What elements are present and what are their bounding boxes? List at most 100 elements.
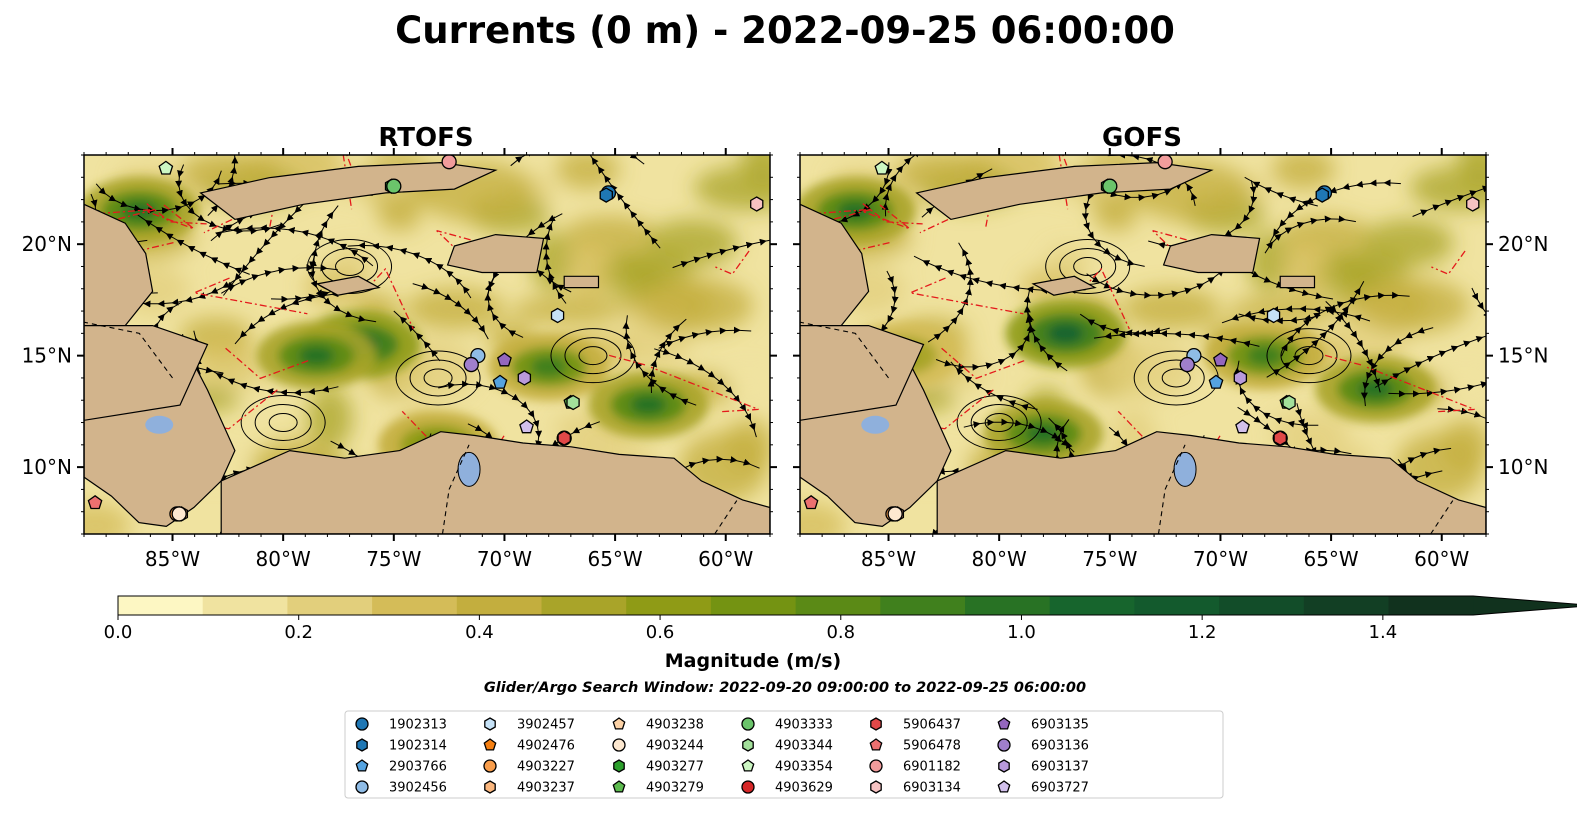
streamline	[1360, 326, 1434, 407]
x-tick-label: 85°W	[145, 547, 200, 571]
eddy-streamline	[335, 256, 365, 276]
colorbar-segment	[710, 596, 797, 615]
eez-line	[608, 354, 646, 366]
legend-marker-6903134	[870, 780, 882, 794]
map-border	[799, 154, 1487, 535]
speed-patch	[1101, 339, 1193, 400]
float-6901182	[1157, 155, 1173, 170]
border-line	[84, 321, 173, 379]
country-borders	[84, 321, 738, 534]
colorbar-segment	[1049, 596, 1135, 615]
streamline	[137, 214, 250, 275]
legend-label: 1902314	[389, 739, 447, 754]
lake-nicaragua	[861, 415, 890, 434]
float-4903354	[874, 160, 890, 175]
eez-line	[1366, 366, 1475, 413]
eez-line	[650, 366, 759, 413]
speed-patch	[565, 238, 613, 301]
legend-frame	[344, 710, 1224, 799]
eddy-streamline	[423, 368, 453, 388]
colorbar-segment	[541, 596, 627, 615]
panel-title-right: GOFS	[1102, 123, 1182, 153]
float-5906478	[803, 494, 819, 510]
speed-patch	[800, 502, 847, 534]
border-line	[1157, 444, 1186, 534]
eez-line	[940, 347, 1025, 380]
legend-label: 2903766	[389, 760, 447, 775]
float-6903136	[1179, 356, 1195, 373]
float-2903766	[1208, 374, 1224, 389]
float-6903134	[750, 196, 764, 212]
eddy-streamline	[1073, 256, 1103, 276]
land-polygon	[84, 325, 209, 421]
legend-label: 5906437	[903, 718, 961, 733]
colorbar-extend-arrow	[1473, 596, 1577, 615]
speed-patch	[511, 295, 626, 325]
map-frame: 85°W 80°W 75°W 70°W 65°W 60°W 10°N 15°N 20°N	[22, 148, 777, 571]
colorbar: 0.0 0.2 0.4 0.6 0.8 1.0 1.2 1.4	[104, 595, 1577, 643]
eddy-streamline	[395, 350, 481, 406]
colorbar-segment	[1388, 596, 1474, 615]
eez-line	[800, 208, 873, 229]
legend-label: 4903237	[517, 781, 575, 796]
float-3902457	[1266, 307, 1281, 324]
y-tick-label: 10°N	[22, 455, 72, 479]
jet-core	[1047, 323, 1084, 344]
streamline	[1437, 405, 1486, 436]
legend-marker-6901182	[869, 759, 883, 773]
float-4903344	[566, 394, 580, 411]
legend-label: 5906478	[903, 739, 961, 754]
land-polygon	[446, 233, 545, 274]
legend-label: 4903354	[775, 760, 833, 775]
colorbar-segment	[287, 596, 373, 615]
jet-core	[1246, 345, 1283, 366]
streamline	[1412, 181, 1486, 217]
x-tick-label: 80°W	[972, 547, 1027, 571]
eez-line	[84, 208, 157, 229]
colorbar-tick-label: 1.0	[1007, 622, 1036, 643]
streamline	[393, 310, 441, 362]
streamline	[658, 326, 752, 349]
float-6903137	[517, 370, 532, 386]
legend-marker-4903237	[484, 780, 496, 794]
eez-line	[919, 198, 992, 234]
x-tick-label: 80°W	[256, 547, 311, 571]
streamline	[207, 367, 339, 397]
land-polygon	[936, 431, 1486, 534]
streamline	[1244, 176, 1318, 207]
land-masses	[800, 161, 1486, 534]
eddy-streamline	[240, 395, 326, 451]
jet-core	[530, 356, 567, 377]
border-line	[1430, 500, 1454, 534]
colorbar-tick-label: 0.2	[284, 622, 313, 643]
legend-label: 4902476	[517, 739, 575, 754]
float-6903727	[1235, 419, 1250, 434]
eddy-streamline	[1294, 346, 1324, 366]
streamline	[589, 155, 661, 249]
float-6903134	[1466, 196, 1480, 212]
y-tick-label: 20°N	[1498, 232, 1548, 256]
legend-marker-4903279	[612, 780, 626, 793]
legend-marker-4903277	[613, 759, 625, 773]
eez-line	[1082, 267, 1130, 330]
colorbar-segment	[1219, 596, 1305, 615]
float-4903244	[171, 506, 187, 522]
streamline	[622, 315, 697, 406]
speed-patch	[638, 277, 754, 334]
streamline	[830, 162, 893, 225]
search-window-caption: Glider/Argo Search Window: 2022-09-20 09…	[484, 680, 1086, 696]
legend-label: 4903238	[646, 718, 704, 733]
legend-marker-5906478	[869, 738, 883, 751]
legend-marker-1902314	[356, 738, 368, 752]
float-6903136	[463, 356, 479, 373]
x-tick-label: 70°W	[477, 547, 532, 571]
float-6903727	[519, 419, 534, 434]
x-tick-label: 85°W	[861, 547, 916, 571]
streamline	[412, 283, 489, 340]
rtofs-map-panel: 85°W 80°W 75°W 70°W 65°W 60°W 10°N 15°N 20°N	[22, 148, 777, 571]
jet-core	[1357, 379, 1394, 400]
x-tick-label: 75°W	[366, 547, 421, 571]
legend-marker-4903227	[483, 759, 497, 773]
colorbar-tick-label: 0.6	[646, 622, 675, 643]
